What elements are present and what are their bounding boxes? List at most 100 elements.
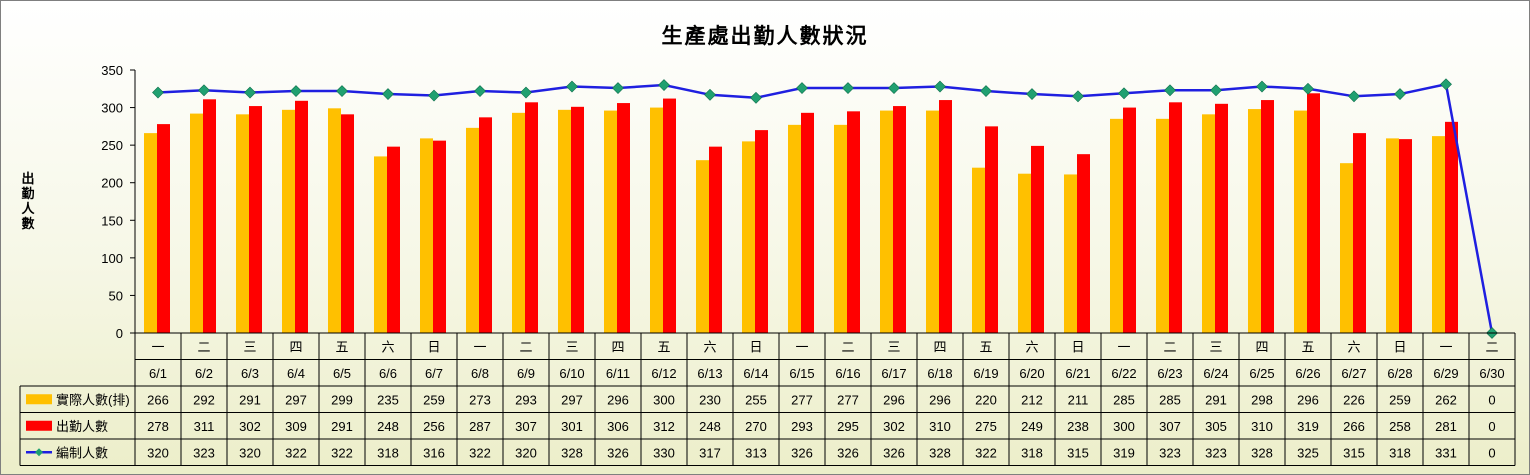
data-label: 307 — [515, 419, 537, 434]
data-label: 226 — [1343, 392, 1365, 407]
weekday-label: 二 — [1163, 339, 1176, 354]
bar-actual — [558, 109, 571, 333]
weekday-label: 四 — [611, 339, 624, 354]
bar-actual — [1386, 138, 1399, 333]
data-label: 262 — [1435, 392, 1457, 407]
data-label: 248 — [377, 419, 399, 434]
bar-actual — [1340, 163, 1353, 333]
data-label: 0 — [1488, 445, 1495, 460]
data-label: 315 — [1067, 445, 1089, 460]
x-tick-label: 6/16 — [835, 366, 860, 381]
data-label: 270 — [745, 419, 767, 434]
weekday-label: 三 — [1209, 339, 1222, 354]
x-tick-label: 6/22 — [1111, 366, 1136, 381]
bar-attendance — [847, 111, 860, 333]
data-label: 301 — [561, 419, 583, 434]
x-tick-label: 6/23 — [1157, 366, 1182, 381]
legend-label: 實際人數(排) — [56, 392, 130, 407]
point-headcount — [704, 88, 716, 101]
bar-actual — [282, 109, 295, 333]
data-label: 287 — [469, 419, 491, 434]
point-headcount — [612, 82, 624, 94]
data-label: 212 — [1021, 392, 1043, 407]
data-label: 249 — [1021, 419, 1043, 434]
x-tick-label: 6/1 — [149, 366, 167, 381]
data-label: 322 — [331, 445, 353, 460]
data-label: 277 — [791, 392, 813, 407]
data-label: 248 — [699, 419, 721, 434]
weekday-label: 日 — [749, 339, 762, 354]
data-label: 310 — [929, 419, 951, 434]
data-label: 326 — [791, 445, 813, 460]
data-label: 259 — [1389, 392, 1411, 407]
y-tick-label: 100 — [101, 251, 123, 266]
data-label: 291 — [331, 419, 353, 434]
bar-attendance — [1031, 145, 1044, 333]
bar-attendance — [1169, 102, 1182, 333]
data-label: 293 — [791, 419, 813, 434]
data-label: 318 — [377, 445, 399, 460]
x-tick-label: 6/18 — [927, 366, 952, 381]
data-label: 266 — [147, 392, 169, 407]
bar-actual — [236, 114, 249, 333]
bar-attendance — [341, 114, 354, 333]
bar-actual — [1248, 109, 1261, 334]
bar-attendance — [1399, 139, 1412, 333]
bar-attendance — [1077, 154, 1090, 333]
bar-attendance — [157, 124, 170, 333]
chart-title: 生產處出勤人數狀況 — [661, 24, 869, 48]
x-tick-label: 6/15 — [789, 366, 814, 381]
data-label: 255 — [745, 392, 767, 407]
weekday-label: 五 — [335, 339, 348, 354]
weekday-label: 六 — [381, 339, 394, 354]
bar-attendance — [525, 102, 538, 333]
data-label: 0 — [1488, 392, 1495, 407]
y-tick-label: 300 — [101, 101, 123, 116]
weekday-label: 日 — [1071, 339, 1084, 354]
data-label: 302 — [239, 419, 261, 434]
legend-label: 出勤人數 — [56, 419, 108, 434]
data-label: 293 — [515, 392, 537, 407]
data-label: 305 — [1205, 419, 1227, 434]
x-tick-label: 6/11 — [606, 366, 630, 381]
point-headcount — [888, 82, 900, 94]
data-label: 318 — [1389, 445, 1411, 460]
weekday-label: 五 — [657, 339, 670, 354]
data-label: 319 — [1297, 419, 1319, 434]
data-label: 297 — [561, 392, 583, 407]
point-headcount — [1256, 80, 1268, 93]
point-headcount — [796, 82, 808, 94]
bar-attendance — [893, 106, 906, 333]
data-label: 296 — [929, 392, 951, 407]
data-label: 311 — [194, 419, 215, 434]
y-tick-label: 350 — [101, 63, 123, 78]
bar-actual — [1294, 110, 1307, 333]
x-tick-label: 6/19 — [973, 366, 998, 381]
data-label: 285 — [1113, 392, 1135, 407]
data-label: 235 — [377, 392, 399, 407]
bar-actual — [1064, 174, 1077, 333]
data-label: 319 — [1113, 445, 1135, 460]
data-label: 328 — [1251, 445, 1273, 460]
x-tick-label: 6/9 — [517, 366, 535, 381]
x-tick-label: 6/5 — [333, 366, 351, 381]
data-label: 318 — [1021, 445, 1043, 460]
bar-actual — [696, 160, 709, 333]
bar-attendance — [1215, 103, 1228, 333]
data-label: 275 — [975, 419, 997, 434]
data-label: 307 — [1159, 419, 1181, 434]
bar-actual — [1432, 136, 1445, 333]
bar-attendance — [571, 106, 584, 333]
data-label: 326 — [607, 445, 629, 460]
data-label: 322 — [285, 445, 307, 460]
weekday-label: 三 — [243, 339, 256, 354]
data-label: 310 — [1251, 419, 1273, 434]
bar-attendance — [249, 106, 262, 333]
data-label: 328 — [929, 445, 951, 460]
weekday-label: 五 — [979, 339, 992, 354]
bar-actual — [788, 124, 801, 334]
point-headcount — [152, 86, 164, 99]
legend-key-marker — [35, 448, 43, 457]
x-tick-label: 6/21 — [1065, 366, 1090, 381]
data-label: 320 — [239, 445, 261, 460]
